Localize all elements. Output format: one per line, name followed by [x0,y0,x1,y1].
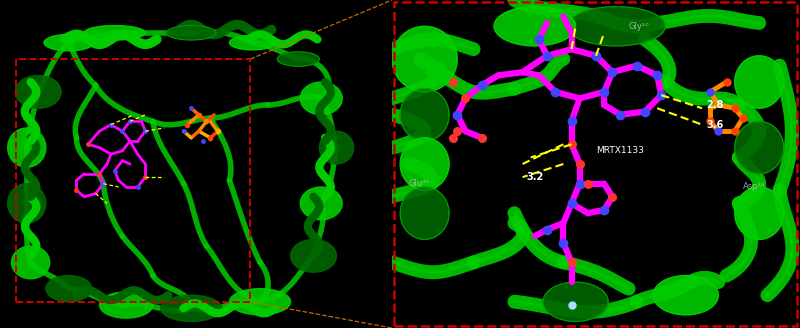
Polygon shape [161,295,222,321]
Polygon shape [654,276,718,315]
Polygon shape [44,34,94,51]
Text: MRTX1133: MRTX1133 [596,146,644,155]
Polygon shape [11,246,50,279]
Polygon shape [99,292,153,318]
Text: 3.2: 3.2 [526,172,544,182]
Polygon shape [567,7,666,46]
Bar [16,59,250,302]
Polygon shape [400,89,449,141]
Polygon shape [84,26,146,40]
Polygon shape [734,187,784,239]
Polygon shape [230,289,290,315]
Polygon shape [166,26,216,40]
Polygon shape [734,56,784,108]
Polygon shape [734,121,784,174]
Polygon shape [543,282,608,321]
Text: 2.8: 2.8 [706,100,723,110]
Text: 3.6: 3.6 [706,120,723,130]
Polygon shape [230,35,275,50]
Polygon shape [300,187,342,220]
Polygon shape [392,26,458,92]
Polygon shape [319,131,354,164]
Polygon shape [8,128,46,167]
Polygon shape [290,239,337,272]
Polygon shape [278,52,319,66]
Polygon shape [300,82,342,115]
Polygon shape [46,276,92,302]
Text: Asp³⁸: Asp³⁸ [743,182,765,192]
Polygon shape [15,75,61,108]
Polygon shape [400,187,449,239]
Polygon shape [400,138,449,190]
Polygon shape [494,7,576,46]
Text: Glu³⁰: Glu³⁰ [408,179,430,188]
Text: Gly¹⁰: Gly¹⁰ [629,22,650,31]
Polygon shape [8,184,46,223]
